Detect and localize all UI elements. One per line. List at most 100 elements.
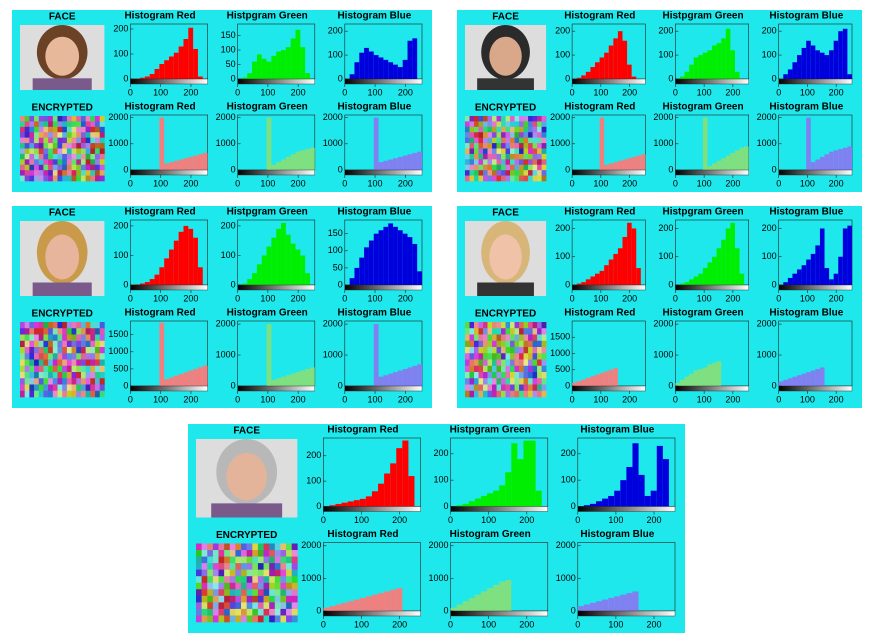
histogram-title: Histogram Red [124,308,195,319]
noise-pixel [519,165,524,171]
histogram-bar [639,475,645,507]
histogram-bar [159,64,164,79]
noise-pixel [519,341,524,348]
noise-pixel [81,149,86,155]
histogram-bar [305,369,310,386]
noise-pixel [20,353,25,360]
noise-pixel [39,116,44,122]
noise-pixel [524,132,529,138]
noise-pixel [542,149,547,155]
y-tick-label: 0 [231,279,236,289]
noise-pixel [76,378,81,385]
histogram-bar [802,265,807,285]
noise-pixel [58,143,63,149]
noise-pixel [95,165,100,171]
histogram-bar [590,376,595,386]
noise-pixel [264,602,270,609]
histogram-bar [174,241,179,285]
histogram-bar [604,371,609,386]
noise-pixel [528,366,533,373]
noise-pixel [292,589,298,596]
noise-pixel [501,391,506,398]
noise-pixel [43,335,48,342]
noise-pixel [519,328,524,335]
histogram-bar [595,375,600,386]
noise-pixel [100,154,105,160]
x-tick-label: 0 [776,87,781,97]
histogram-bar [618,31,623,79]
noise-pixel [241,576,247,583]
noise-pixel [492,170,497,176]
noise-pixel [29,328,34,335]
histogram-bar [730,153,735,170]
noise-pixel [48,116,53,122]
noise-pixel [29,176,34,182]
histogram-bar [626,593,632,611]
noise-pixel [29,335,34,342]
histogram-bar [505,472,511,506]
noise-pixel [506,154,511,160]
noise-pixel [72,176,77,182]
colorbar [345,386,422,391]
noise-pixel [72,353,77,360]
noise-pixel [219,602,225,609]
noise-pixel [235,550,241,557]
noise-pixel [81,378,86,385]
noise-pixel [86,341,91,348]
histogram-bar [627,223,632,285]
x-tick-label: 0 [342,87,347,97]
y-tick-label: 2000 [216,318,236,328]
histogram-bar [150,74,155,79]
y-tick-label: 2000 [550,112,570,122]
noise-pixel [25,372,30,379]
histogram-bar [838,149,843,170]
histogram-bar [262,59,267,79]
noise-pixel [492,143,497,149]
noise-pixel [224,596,230,603]
noise-pixel [76,138,81,144]
noise-pixel [528,121,533,127]
histogram-bar [721,38,726,79]
y-tick-label: 150 [328,228,343,238]
noise-pixel [235,609,241,616]
noise-pixel [81,121,86,127]
histogram-bar [323,608,329,611]
histogram-title: Histogram Blue [580,425,654,436]
noise-pixel [492,360,497,367]
histogram-bar [296,30,301,79]
x-tick-label: 0 [235,178,240,188]
noise-pixel [524,149,529,155]
noise-pixel [492,353,497,360]
histogram-bar [744,146,749,170]
noise-pixel [501,176,506,182]
noise-pixel [34,138,39,144]
noise-pixel [100,127,105,133]
histogram-bar [174,376,179,386]
noise-pixel [519,154,524,160]
noise-pixel [48,328,53,335]
histogram-bar [829,279,834,285]
x-tick-label: 200 [622,178,637,188]
histogram-bar [581,75,586,79]
histogram-bar [685,282,690,285]
x-tick-label: 200 [829,87,844,97]
noise-pixel [474,366,479,373]
x-tick-label: 0 [128,293,133,303]
noise-pixel [100,347,105,354]
histogram-bar [641,154,646,170]
noise-pixel [506,360,511,367]
x-tick-label: 100 [368,293,383,303]
noise-pixel [196,589,202,596]
noise-pixel [542,341,547,348]
noise-pixel [537,328,542,335]
noise-pixel [241,550,247,557]
noise-pixel [67,360,72,367]
histogram-bar [348,501,354,506]
histogram-bar [183,372,188,386]
histogram-bar [242,284,247,285]
noise-pixel [501,372,506,379]
noise-pixel [258,602,264,609]
histogram-bar [262,255,267,285]
noise-pixel [235,576,241,583]
histogram-bar [613,254,618,285]
